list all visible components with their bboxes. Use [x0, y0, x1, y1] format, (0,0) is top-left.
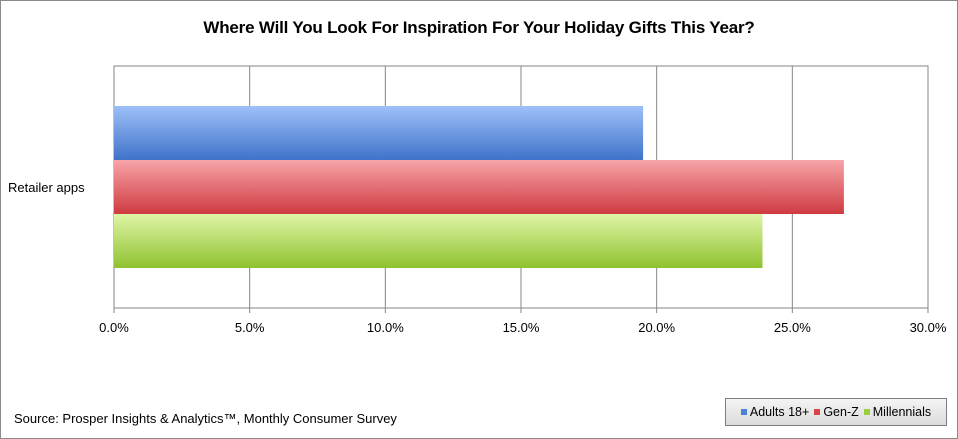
- x-tick-label: 0.0%: [99, 320, 129, 335]
- legend-label-adults: Adults 18+: [749, 405, 810, 419]
- x-tick-label: 30.0%: [910, 320, 947, 335]
- legend-item-millennials: Millennials: [863, 405, 932, 419]
- bar-millennials: [114, 214, 763, 268]
- axis-labels: 0.0% 5.0% 10.0% 15.0% 20.0% 25.0% 30.0% Retaile…: [8, 180, 947, 335]
- legend-label-millennials: Millennials: [872, 405, 932, 419]
- chart-title: Where Will You Look For Inspiration For …: [203, 18, 755, 37]
- x-tick-label: 5.0%: [235, 320, 265, 335]
- category-label: Retailer apps: [8, 180, 85, 195]
- legend-item-adults: Adults 18+: [740, 405, 810, 419]
- source-note: Source: Prosper Insights & Analytics™, M…: [14, 411, 397, 426]
- legend-swatch-millennials: [863, 409, 870, 415]
- legend-label-genz: Gen-Z: [823, 405, 859, 419]
- x-tick-label: 20.0%: [638, 320, 675, 335]
- x-tick-label: 10.0%: [367, 320, 404, 335]
- legend-swatch-genz: [814, 409, 821, 415]
- bars: [114, 106, 844, 268]
- bar-adults-18-: [114, 106, 644, 160]
- x-tick-label: 15.0%: [503, 320, 540, 335]
- legend: Adults 18+ Gen-Z Millennials: [725, 398, 947, 426]
- legend-swatch-adults: [740, 409, 747, 415]
- legend-item-genz: Gen-Z: [814, 405, 859, 419]
- bar-gen-z: [114, 160, 844, 214]
- x-tick-label: 25.0%: [774, 320, 811, 335]
